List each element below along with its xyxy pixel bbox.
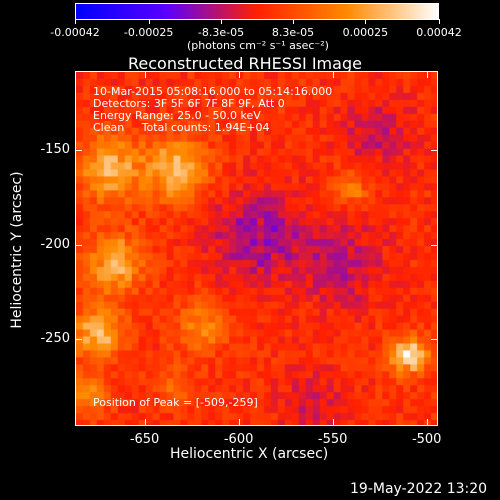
- axis-tick-mark: [238, 71, 240, 78]
- time-range-text: 10-Mar-2015 05:08:16.000 to 05:14:16.000: [93, 85, 333, 98]
- axis-tick-mark: [75, 339, 82, 341]
- axis-tick-mark: [75, 150, 82, 152]
- y-tick-label: -250: [40, 331, 70, 347]
- x-tick-label: -600: [223, 432, 254, 447]
- colorbar-tick-label: 0.00042: [416, 26, 462, 39]
- y-tick-label: -200: [40, 236, 70, 252]
- colorbar-tick-mark: [292, 19, 294, 24]
- axis-tick-mark: [332, 419, 334, 426]
- colorbar-tick-mark: [365, 19, 367, 24]
- colorbar-tick-label: -0.00042: [50, 26, 100, 39]
- detectors-text: Detectors: 3F 5F 6F 7F 8F 9F, Att 0: [93, 97, 285, 110]
- axis-tick-mark: [332, 71, 334, 78]
- colorbar-tick-mark: [439, 19, 440, 24]
- energy-range-text: Energy Range: 25.0 - 50.0 keV: [93, 109, 261, 122]
- axis-tick-mark: [238, 419, 240, 426]
- plot-area: [75, 71, 438, 426]
- render-timestamp: 19-May-2022 13:20: [350, 481, 488, 497]
- colorbar-tick-label: 8.3e-05: [271, 26, 315, 39]
- axis-tick-mark: [144, 419, 146, 426]
- axis-tick-mark: [426, 71, 428, 78]
- peak-position-text: Position of Peak = [-509,-259]: [93, 396, 258, 409]
- heatmap-image: [76, 72, 437, 425]
- y-axis-label: Heliocentric Y (arcsec): [9, 171, 25, 329]
- axis-tick-mark: [431, 150, 438, 152]
- x-tick-label: -550: [317, 432, 348, 447]
- x-tick-label: -500: [411, 432, 442, 447]
- colorbar-tick-mark: [75, 19, 76, 24]
- plot-title: Reconstructed RHESSI Image: [128, 54, 362, 73]
- clean-counts-text: Clean Total counts: 1.94E+04: [93, 121, 270, 134]
- x-tick-label: -650: [129, 432, 160, 447]
- axis-tick-mark: [75, 244, 82, 246]
- colorbar-units: (photons cm⁻² s⁻¹ asec⁻²): [187, 39, 329, 52]
- colorbar-tick-mark: [221, 19, 223, 24]
- axis-tick-mark: [431, 339, 438, 341]
- axis-tick-mark: [144, 71, 146, 78]
- y-tick-label: -150: [40, 142, 70, 158]
- colorbar: [75, 3, 439, 20]
- colorbar-tick-label: 0.00025: [342, 26, 389, 39]
- colorbar-tick-label: -8.3e-05: [197, 26, 245, 39]
- axis-tick-mark: [431, 244, 438, 246]
- x-axis-label: Heliocentric X (arcsec): [170, 446, 329, 462]
- colorbar-tick-label: -0.00025: [123, 26, 174, 39]
- axis-tick-mark: [426, 419, 428, 426]
- colorbar-tick-mark: [148, 19, 150, 24]
